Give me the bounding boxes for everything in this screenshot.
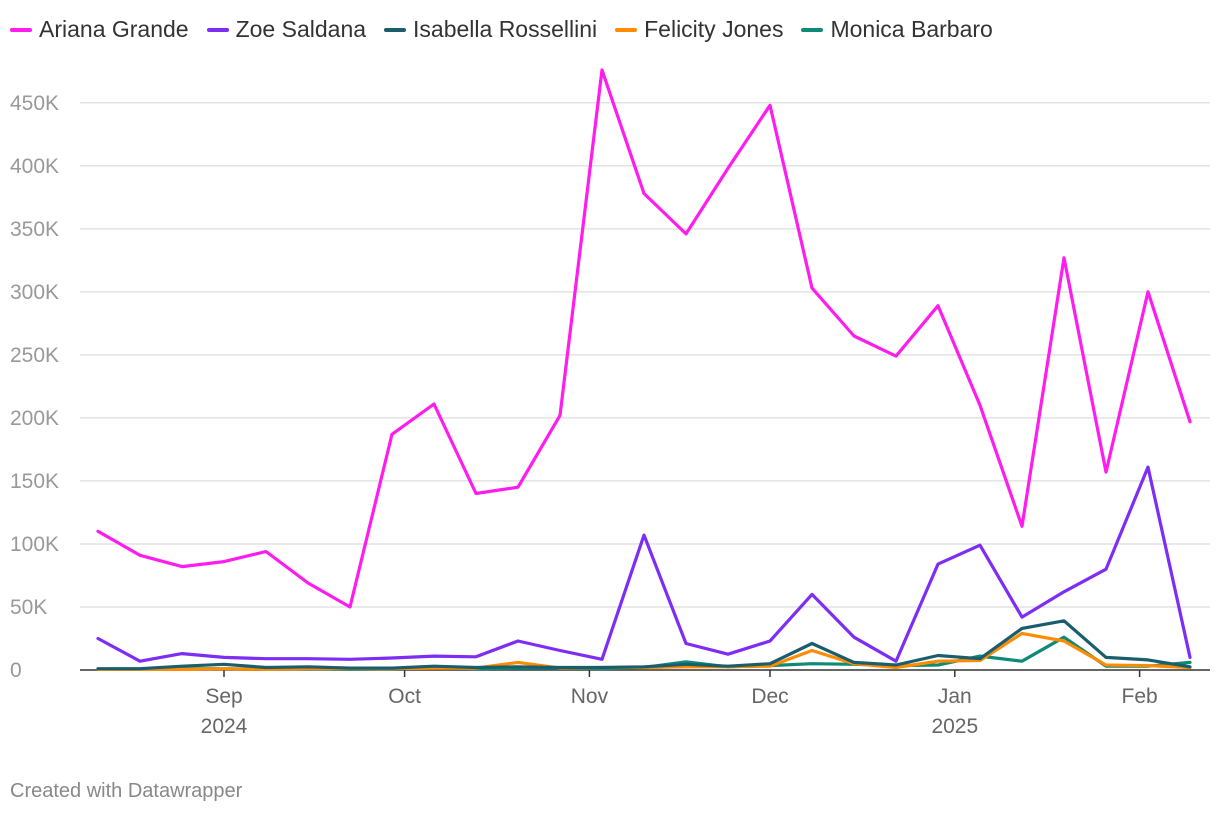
series-line-ariana-grande — [96, 68, 1192, 609]
legend-item-felicity-jones: Felicity Jones — [615, 16, 783, 43]
x-tick-label: Jan — [938, 685, 972, 708]
legend-swatch — [801, 27, 824, 32]
y-tick-label: 0 — [10, 659, 22, 682]
legend-swatch — [615, 27, 638, 32]
legend-item-monica-barbaro: Monica Barbaro — [801, 16, 993, 43]
x-tick-year-label: 2025 — [931, 715, 978, 738]
y-axis: 0 50K 100K 150K 200K 250K 300K 350K 400K 450K — [10, 92, 59, 682]
legend-label: Monica Barbaro — [830, 16, 993, 42]
x-tick-label: Oct — [388, 685, 421, 708]
legend-item-ariana-grande: Ariana Grande — [10, 16, 189, 43]
y-tick-label: 200K — [10, 407, 59, 430]
legend-swatch — [384, 27, 407, 32]
footer-credit: Created with Datawrapper — [10, 780, 243, 802]
legend-item-isabella-rossellini: Isabella Rossellini — [384, 16, 597, 43]
series-line-monica-barbaro — [96, 635, 1192, 671]
y-tick-label: 100K — [10, 533, 59, 556]
legend-label: Isabella Rossellini — [413, 16, 598, 42]
y-tick-label: 300K — [10, 281, 59, 304]
y-tick-label: 50K — [10, 596, 47, 619]
gridlines — [80, 102, 1210, 608]
legend-label: Ariana Grande — [39, 16, 189, 42]
legend-item-zoe-saldana: Zoe Saldana — [206, 16, 367, 43]
legend-swatch — [10, 27, 32, 32]
series-line-felicity-jones — [96, 631, 1192, 671]
series-lines — [96, 68, 1192, 671]
line-chart: 0 50K 100K 150K 200K 250K 300K 350K 400K 450K Sep… — [10, 68, 1210, 738]
y-tick-label: 250K — [10, 344, 59, 367]
legend-label: Felicity Jones — [644, 16, 784, 42]
y-tick-label: 400K — [10, 155, 59, 178]
series-line-isabella-rossellini — [96, 619, 1192, 671]
y-tick-label: 450K — [10, 92, 59, 115]
legend-swatch — [206, 27, 229, 32]
chart-legend: Ariana Grande Zoe Saldana Isabella Rossell… — [10, 16, 1011, 43]
x-tick-year-label: 2024 — [201, 715, 248, 738]
x-tick-label: Nov — [571, 685, 609, 708]
y-tick-label: 350K — [10, 218, 59, 241]
x-tick-label: Sep — [205, 685, 242, 708]
x-tick-label: Dec — [751, 685, 788, 708]
y-tick-label: 150K — [10, 470, 59, 493]
x-tick-label: Feb — [1122, 685, 1158, 708]
series-line-zoe-saldana — [96, 465, 1192, 663]
x-axis: Sep 2024 Oct Nov Dec Jan 2025 Feb — [80, 669, 1210, 738]
legend-label: Zoe Saldana — [235, 16, 367, 42]
